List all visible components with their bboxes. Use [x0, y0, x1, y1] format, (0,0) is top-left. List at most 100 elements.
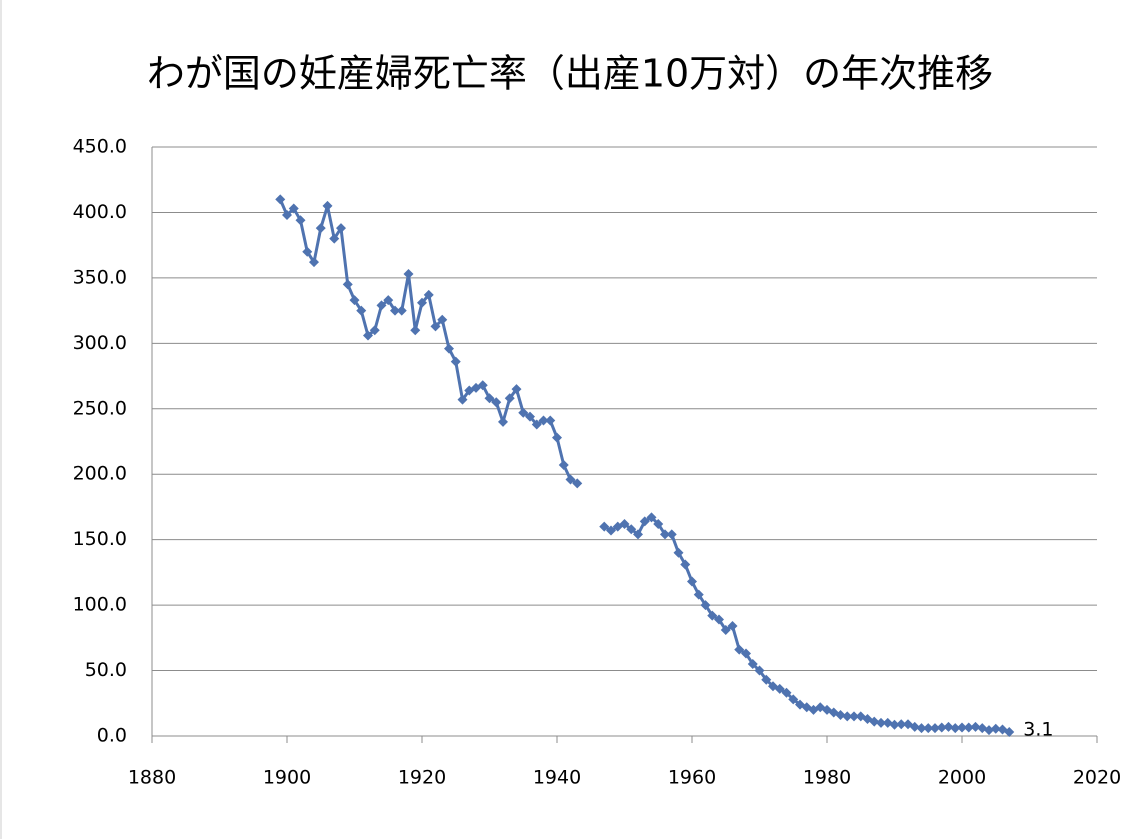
x-tick-label: 2020	[1073, 767, 1121, 789]
data-point	[876, 717, 886, 728]
data-point	[720, 624, 731, 635]
data-point	[491, 397, 502, 408]
data-point	[552, 432, 562, 443]
data-point	[1004, 726, 1015, 737]
data-point	[558, 460, 569, 471]
data-point	[957, 722, 967, 733]
data-point	[626, 524, 637, 535]
data-point	[909, 721, 920, 732]
data-point	[774, 683, 785, 694]
chart-title: わが国の妊産婦死亡率（出産10万対）の年次推移	[147, 52, 993, 96]
data-point	[700, 600, 711, 611]
data-point	[963, 722, 974, 733]
data-point	[322, 200, 333, 211]
data-point	[444, 343, 454, 354]
data-point	[369, 325, 380, 336]
x-tick-label: 1880	[128, 767, 176, 789]
data-point	[747, 659, 758, 670]
data-point	[714, 614, 724, 625]
data-point	[376, 300, 387, 311]
y-tick-label: 150.0	[73, 528, 127, 550]
data-point	[633, 529, 643, 540]
data-point	[430, 321, 441, 332]
data-point	[390, 305, 400, 316]
data-point	[761, 674, 772, 685]
data-point	[842, 711, 853, 722]
data-point	[504, 393, 515, 404]
data-point	[525, 411, 535, 422]
data-point	[734, 644, 745, 655]
data-point	[302, 246, 313, 257]
data-point	[619, 518, 630, 529]
data-point	[450, 356, 461, 367]
data-point	[936, 722, 947, 733]
data-point	[889, 719, 900, 730]
data-point	[282, 210, 292, 221]
data-point	[498, 416, 508, 427]
data-point	[754, 665, 765, 676]
x-tick-label: 1980	[803, 767, 851, 789]
data-point	[916, 723, 927, 734]
data-point	[950, 723, 961, 734]
data-point	[923, 723, 934, 734]
data-point	[484, 393, 495, 404]
data-point	[930, 723, 940, 734]
data-point	[970, 721, 981, 732]
data-point	[315, 223, 326, 234]
x-tick-label: 1940	[533, 767, 581, 789]
series-line	[278, 198, 579, 485]
data-point	[741, 648, 751, 659]
data-point	[693, 589, 704, 600]
y-tick-label: 200.0	[73, 463, 127, 485]
data-point	[896, 719, 907, 730]
data-point	[295, 215, 306, 226]
data-point	[477, 380, 488, 391]
data-point	[646, 512, 657, 523]
y-tick-label: 300.0	[73, 332, 127, 354]
y-tick-label: 100.0	[73, 594, 127, 616]
data-point	[835, 710, 846, 721]
data-point	[599, 521, 610, 532]
series-line	[603, 515, 1010, 734]
data-point	[396, 305, 407, 316]
data-point	[511, 384, 522, 395]
data-point	[403, 268, 414, 279]
data-point	[437, 314, 448, 325]
data-point	[565, 474, 576, 485]
x-tick-label: 1960	[668, 767, 716, 789]
data-point	[383, 295, 394, 306]
data-point	[349, 295, 360, 306]
data-point	[990, 723, 1001, 734]
y-tick-label: 250.0	[73, 397, 127, 419]
data-point	[687, 576, 697, 587]
data-point	[457, 394, 468, 405]
data-point	[984, 725, 994, 736]
data-point	[417, 297, 427, 308]
data-point	[943, 721, 954, 732]
y-tick-label: 50.0	[85, 659, 127, 681]
x-tick-label: 1920	[398, 767, 446, 789]
data-point	[673, 547, 684, 558]
data-point	[606, 525, 616, 536]
data-point	[538, 415, 549, 426]
data-point	[781, 687, 792, 698]
data-point	[545, 415, 556, 426]
data-point	[572, 478, 583, 489]
data-point	[363, 330, 373, 341]
data-point	[518, 407, 529, 418]
data-point	[356, 305, 367, 316]
data-label: 3.1	[1023, 718, 1053, 740]
data-point	[288, 203, 299, 214]
data-point	[660, 529, 670, 540]
y-tick-label: 350.0	[73, 266, 127, 288]
data-point	[342, 279, 353, 290]
data-point	[275, 194, 286, 205]
data-point	[410, 325, 421, 336]
data-point	[653, 518, 664, 529]
x-tick-label: 1900	[263, 767, 311, 789]
data-point	[423, 289, 434, 300]
data-point	[707, 610, 718, 621]
data-point	[639, 516, 650, 527]
x-tick-label: 2000	[938, 767, 986, 789]
